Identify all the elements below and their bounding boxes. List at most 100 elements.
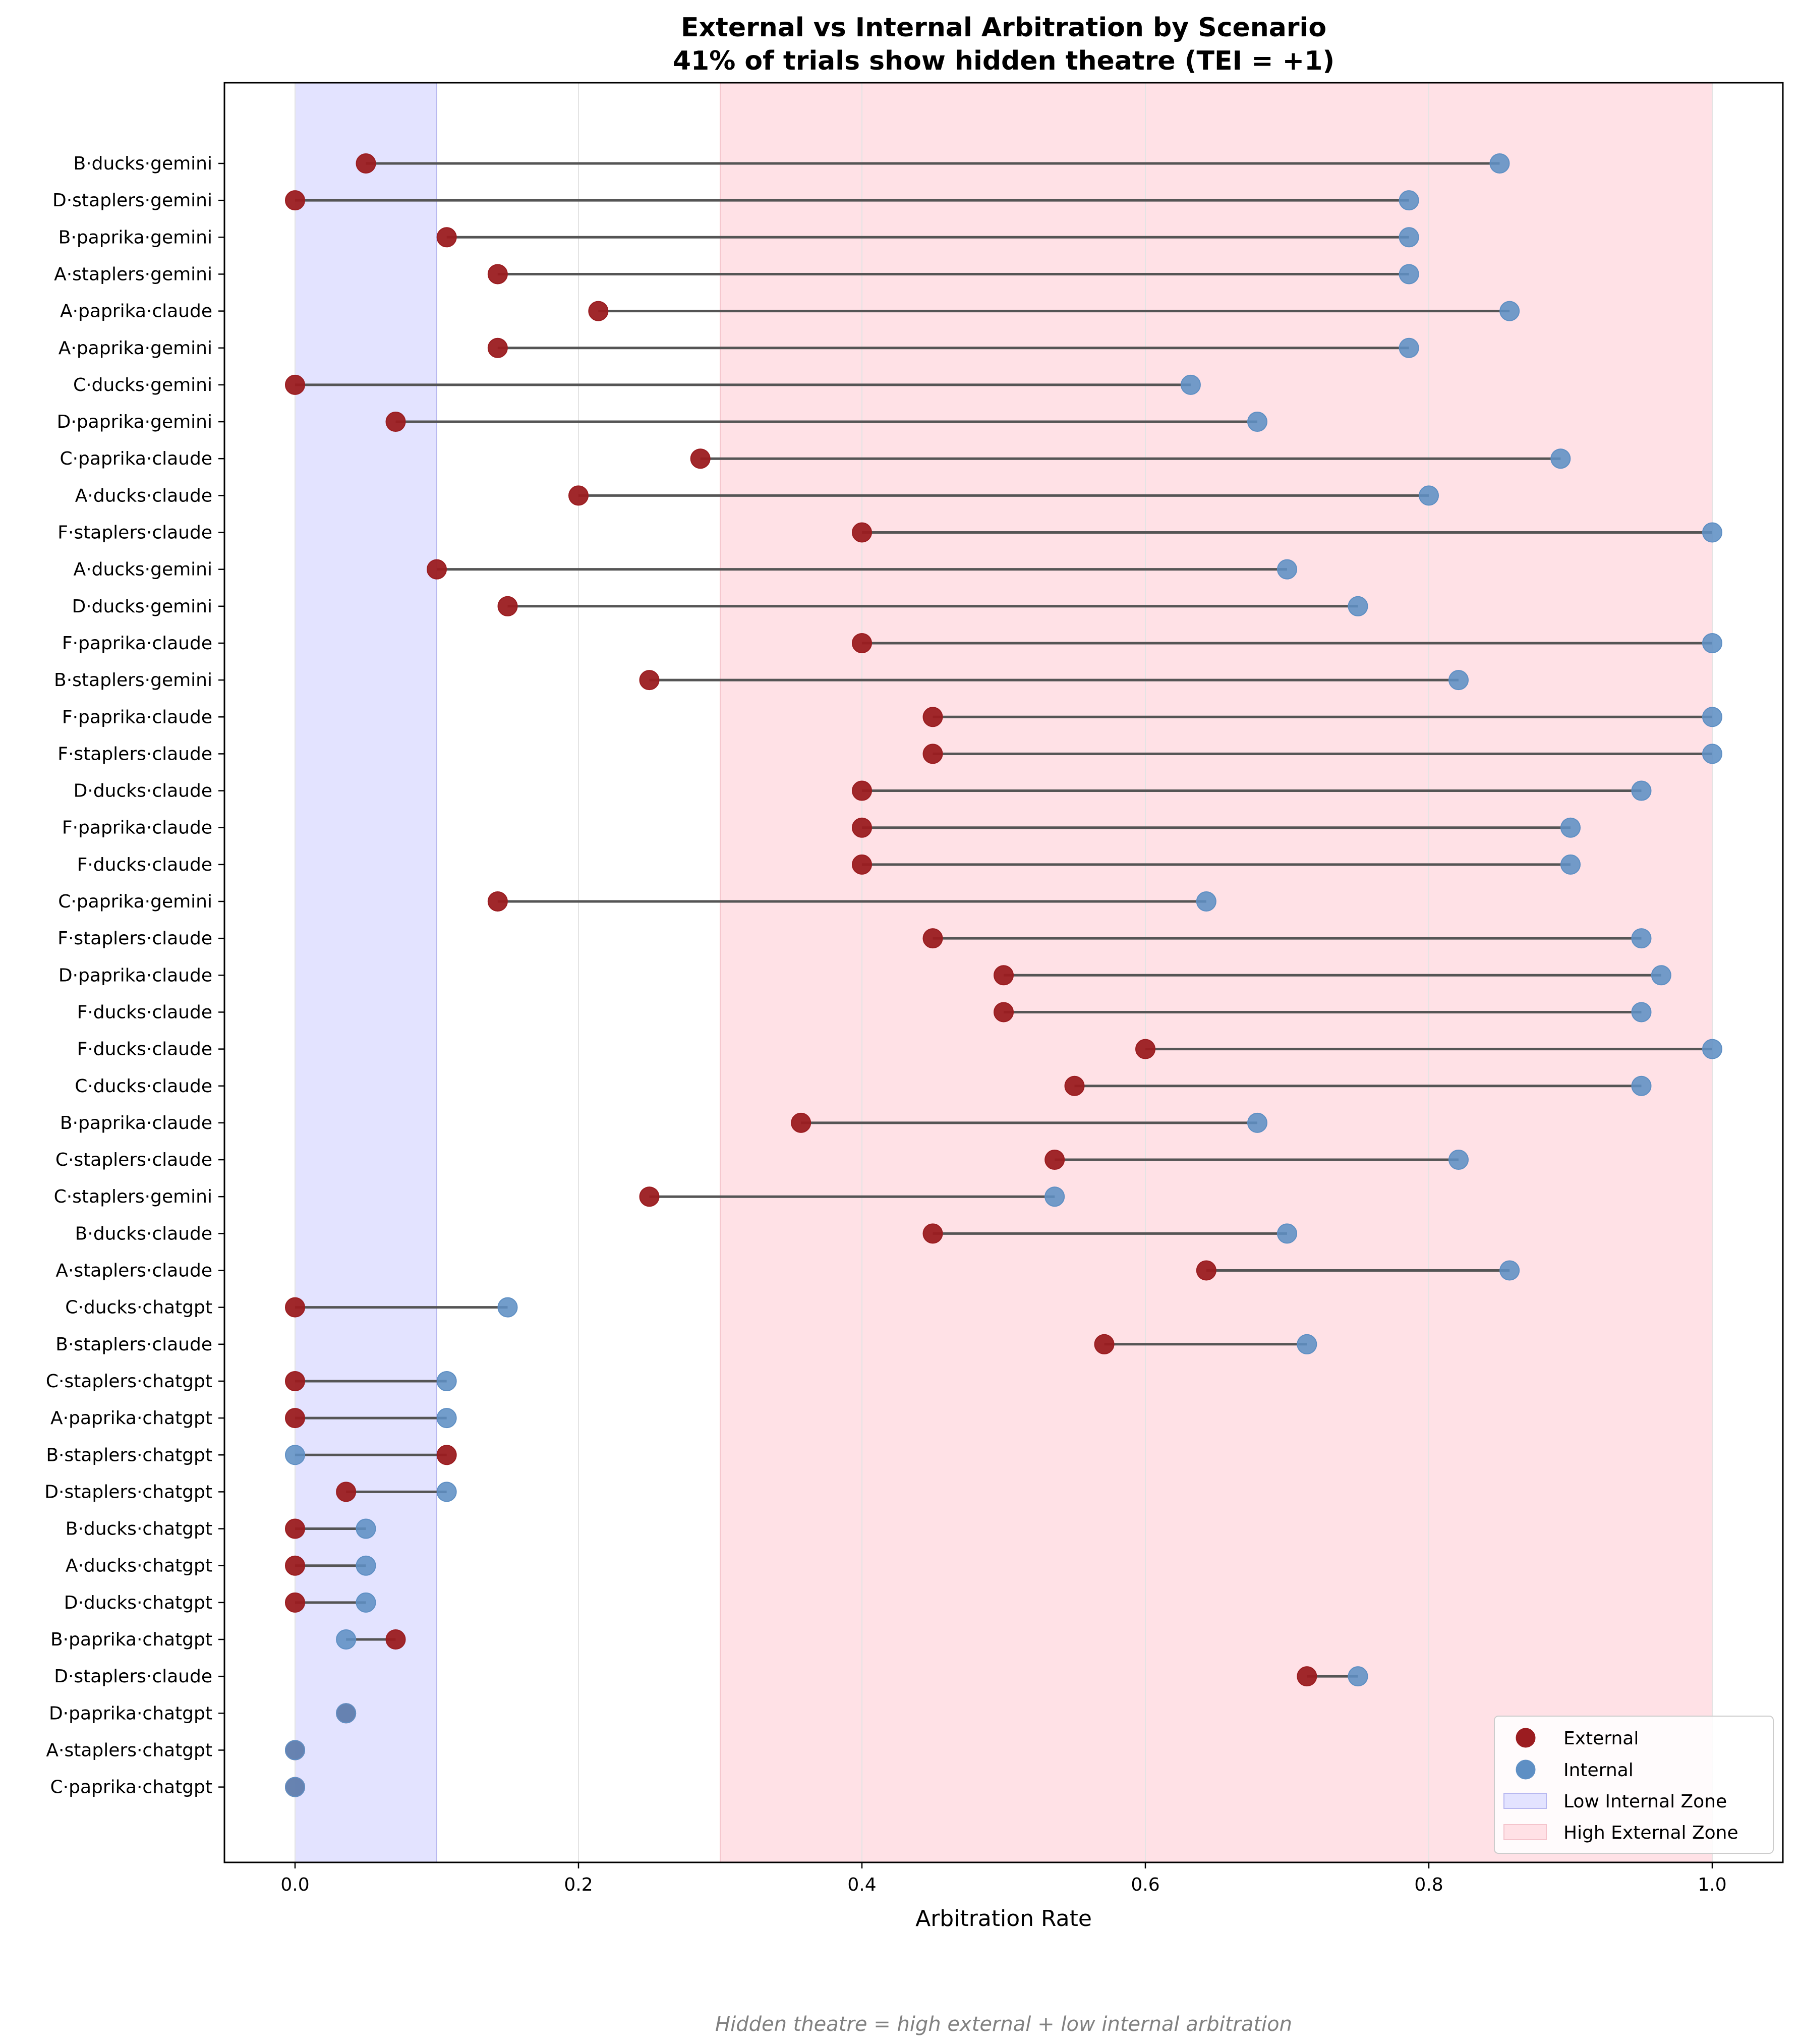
internal-point — [1348, 1666, 1368, 1687]
y-tick-label: C·staplers·chatgpt — [46, 1371, 212, 1392]
y-tick-label: B·staplers·gemini — [54, 670, 212, 691]
internal-point — [356, 1518, 376, 1539]
internal-point — [1277, 1223, 1297, 1244]
external-point — [436, 227, 457, 248]
connector-layer — [295, 162, 1712, 1678]
y-tick-label: D·ducks·gemini — [72, 596, 212, 617]
internal-point — [1247, 412, 1267, 432]
internal-point — [1277, 559, 1297, 580]
external-point — [568, 485, 589, 506]
y-tick-label: F·staplers·claude — [57, 523, 212, 543]
external-point — [852, 633, 872, 653]
y-tick-label: A·paprika·claude — [60, 301, 212, 322]
y-tick-label: F·staplers·claude — [57, 928, 212, 949]
internal-point — [1651, 965, 1671, 986]
y-tick-label: D·paprika·chatgpt — [49, 1703, 212, 1724]
y-tick-label: F·paprika·claude — [62, 633, 212, 654]
y-tick-label: C·paprika·chatgpt — [50, 1777, 212, 1798]
external-point — [994, 965, 1014, 986]
internal-point — [1631, 928, 1652, 949]
external-point — [436, 1445, 457, 1465]
internal-point — [336, 1703, 357, 1724]
internal-point — [497, 1297, 518, 1318]
internal-point — [1419, 485, 1439, 506]
internal-point — [356, 1592, 376, 1613]
external-point — [922, 707, 943, 727]
external-point — [1094, 1334, 1115, 1354]
y-tick-label: B·staplers·claude — [55, 1334, 212, 1355]
internal-point — [1631, 780, 1652, 801]
internal-point — [1348, 596, 1368, 616]
internal-point — [285, 1777, 305, 1797]
external-point — [285, 190, 305, 211]
internal-point — [1247, 1112, 1267, 1133]
y-tick-label: A·ducks·chatgpt — [66, 1556, 212, 1576]
external-point — [285, 1555, 305, 1576]
internal-point — [1399, 190, 1419, 211]
external-point — [922, 744, 943, 764]
internal-point — [436, 1408, 457, 1429]
internal-point — [436, 1482, 457, 1502]
legend-marker-external — [1516, 1728, 1536, 1748]
internal-point — [285, 1445, 305, 1465]
y-tick-label: F·staplers·claude — [57, 744, 212, 764]
internal-point — [1399, 337, 1419, 358]
y-tick-label: B·staplers·chatgpt — [46, 1445, 212, 1465]
external-point — [639, 670, 660, 691]
external-point — [385, 1629, 406, 1650]
legend-label-high-external-zone: High External Zone — [1563, 1823, 1738, 1843]
internal-point — [1702, 1039, 1722, 1059]
external-point — [1135, 1039, 1155, 1059]
x-axis: 0.0 0.2 0.4 0.6 0.8 1.0 — [280, 1862, 1727, 1895]
internal-point — [1044, 1186, 1065, 1207]
external-point — [588, 301, 609, 321]
y-tick-label: D·staplers·claude — [54, 1666, 212, 1687]
x-tick-label: 0.4 — [847, 1875, 876, 1895]
y-tick-label: A·paprika·gemini — [59, 338, 212, 359]
y-tick-label: B·ducks·chatgpt — [66, 1519, 212, 1540]
external-point — [285, 1592, 305, 1613]
external-point — [487, 264, 508, 285]
footnote: Hidden theatre = high external + low int… — [715, 2013, 1292, 2036]
internal-point — [1489, 153, 1510, 174]
external-point — [852, 780, 872, 801]
point-layer — [285, 153, 1722, 1797]
y-axis: B·ducks·gemini D·staplers·gemini B·paprika… — [44, 153, 224, 1798]
y-tick-label: C·staplers·claude — [55, 1150, 212, 1170]
y-tick-label: D·staplers·gemini — [52, 190, 212, 211]
y-tick-label: F·paprika·claude — [62, 707, 212, 727]
y-tick-label: B·paprika·gemini — [59, 227, 212, 248]
external-point — [1044, 1150, 1065, 1170]
external-point — [487, 891, 508, 912]
y-tick-label: D·paprika·claude — [59, 965, 212, 986]
internal-point — [1560, 854, 1581, 875]
legend-label-low-internal-zone: Low Internal Zone — [1563, 1791, 1727, 1812]
y-tick-label: F·ducks·claude — [77, 855, 212, 875]
x-tick-label: 0.8 — [1414, 1875, 1443, 1895]
external-point — [285, 1297, 305, 1318]
external-point — [385, 412, 406, 432]
external-point — [922, 1223, 943, 1244]
y-tick-label: A·ducks·gemini — [74, 559, 212, 580]
internal-point — [1448, 1150, 1469, 1170]
external-point — [285, 1408, 305, 1429]
internal-point — [1631, 1075, 1652, 1096]
internal-point — [1499, 1260, 1520, 1281]
internal-point — [285, 1740, 305, 1761]
y-tick-label: F·ducks·claude — [77, 1039, 212, 1060]
external-point — [791, 1112, 811, 1133]
internal-point — [1560, 817, 1581, 838]
y-tick-label: C·paprika·claude — [60, 448, 212, 469]
internal-point — [1399, 264, 1419, 285]
internal-point — [436, 1371, 457, 1391]
zones-layer — [295, 83, 1713, 1862]
legend-label-external: External — [1563, 1728, 1639, 1749]
internal-point — [1297, 1334, 1317, 1354]
y-tick-label: A·staplers·gemini — [54, 264, 212, 285]
internal-point — [1702, 633, 1722, 653]
y-tick-label: D·paprika·gemini — [57, 412, 212, 432]
x-tick-label: 0.6 — [1131, 1875, 1159, 1895]
y-tick-label: A·paprika·chatgpt — [50, 1408, 212, 1429]
chart-title: External vs Internal Arbitration by Scen… — [681, 13, 1326, 43]
